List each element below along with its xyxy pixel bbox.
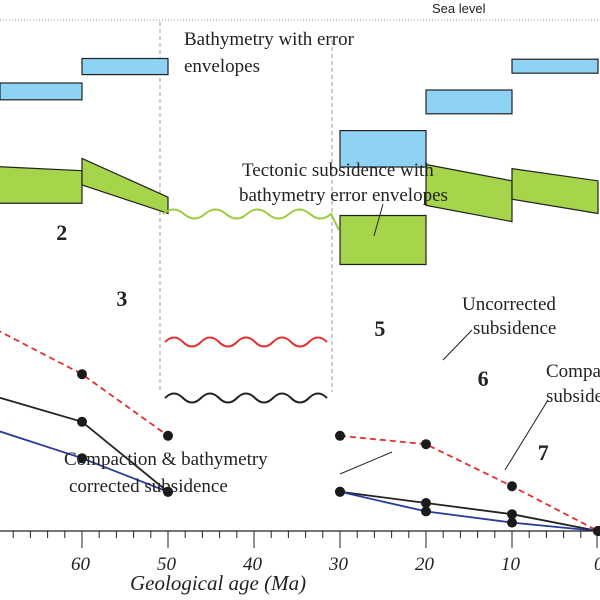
bathymetry-annotation-line1: Bathymetry with error [184,29,355,50]
compaction-annotation-line1: Compaction & [546,361,600,382]
subsidence-series [0,330,600,536]
stage-label-6: 6 [478,366,489,391]
uncorrected-pointer-line [442,329,473,361]
stage-label-7: 7 [538,440,549,465]
tectonic-pointer-line [373,203,384,237]
corrected-annotation-line1: Compaction & bathymetry [64,449,268,470]
series-3-point-5 [421,506,431,517]
unconformity-wavy-compaction [164,392,328,404]
series-2-point-6 [507,509,517,520]
series-1-line-2 [339,434,599,532]
series-3-line-2 [339,490,599,532]
tectonic-envelopes [0,157,599,266]
stage-label-2: 2 [56,220,67,245]
sea-level-label: Sea level [432,1,486,16]
series-3-point-4 [335,486,345,497]
bathymetry-box-1 [0,82,83,101]
tectonic-envelope-2 [81,157,169,215]
tectonic-envelope-5 [511,167,599,215]
tectonic-envelope-1 [0,166,83,204]
series-1-point-6 [507,481,517,492]
uncorrected-annotation-line1: Uncorrected [462,294,556,315]
tectonic-envelope-4 [425,163,513,223]
x-tick-label-30: 30 [328,554,349,575]
series-2-point-2 [77,416,87,427]
x-tick-label-20: 20 [415,554,435,575]
series-1-point-5 [421,439,431,450]
series-3-point-2 [77,453,87,464]
tectonic-envelope-3 [339,214,427,266]
series-2-point-5 [421,498,431,508]
x-tick-label-60: 60 [71,554,91,575]
series-3-point-3 [163,486,173,497]
series-1-point-4 [335,430,345,441]
x-tick-label-10: 10 [501,554,521,575]
uncorrected-annotation-line2: subsidence [473,318,556,339]
corrected-pointer-line [339,451,393,475]
bathymetry-box-2 [81,57,169,76]
series-1-point-2 [77,369,87,380]
compaction-annotation-line2: subsidence [546,386,600,407]
unconformity-wavy-uncorrected [164,336,328,348]
stage-label-5: 5 [374,316,385,341]
x-tick-label-0: 0 [594,554,600,575]
series-1-point-3 [163,430,173,441]
x-axis-ticks: 60 50 40 30 20 10 0 [12,531,600,575]
stage-labels: 2 3 5 6 7 [56,220,549,465]
stage-label-3: 3 [116,286,127,311]
compaction-pointer-line [504,399,549,471]
bathymetry-annotation-line2: envelopes [184,56,260,77]
unconformity-wavy-tectonic [162,208,340,231]
series-3-point-6 [507,517,517,528]
x-tick-label-50: 50 [157,554,177,575]
x-axis-title: Geological age (Ma) [130,571,306,595]
series-2-line-2 [339,490,599,532]
corrected-annotation-line2: corrected subsidence [69,476,228,497]
bathymetry-box-5 [511,58,599,74]
bathymetry-boxes [0,57,599,168]
series-1-line-1 [0,330,169,437]
x-tick-label-40: 40 [243,554,263,575]
bathymetry-box-3 [339,130,427,168]
bathymetry-box-4 [425,89,513,115]
tectonic-annotation-line1: Tectonic subsidence with [242,160,434,181]
tectonic-annotation-line2: bathymetry error envelopes [239,185,448,206]
